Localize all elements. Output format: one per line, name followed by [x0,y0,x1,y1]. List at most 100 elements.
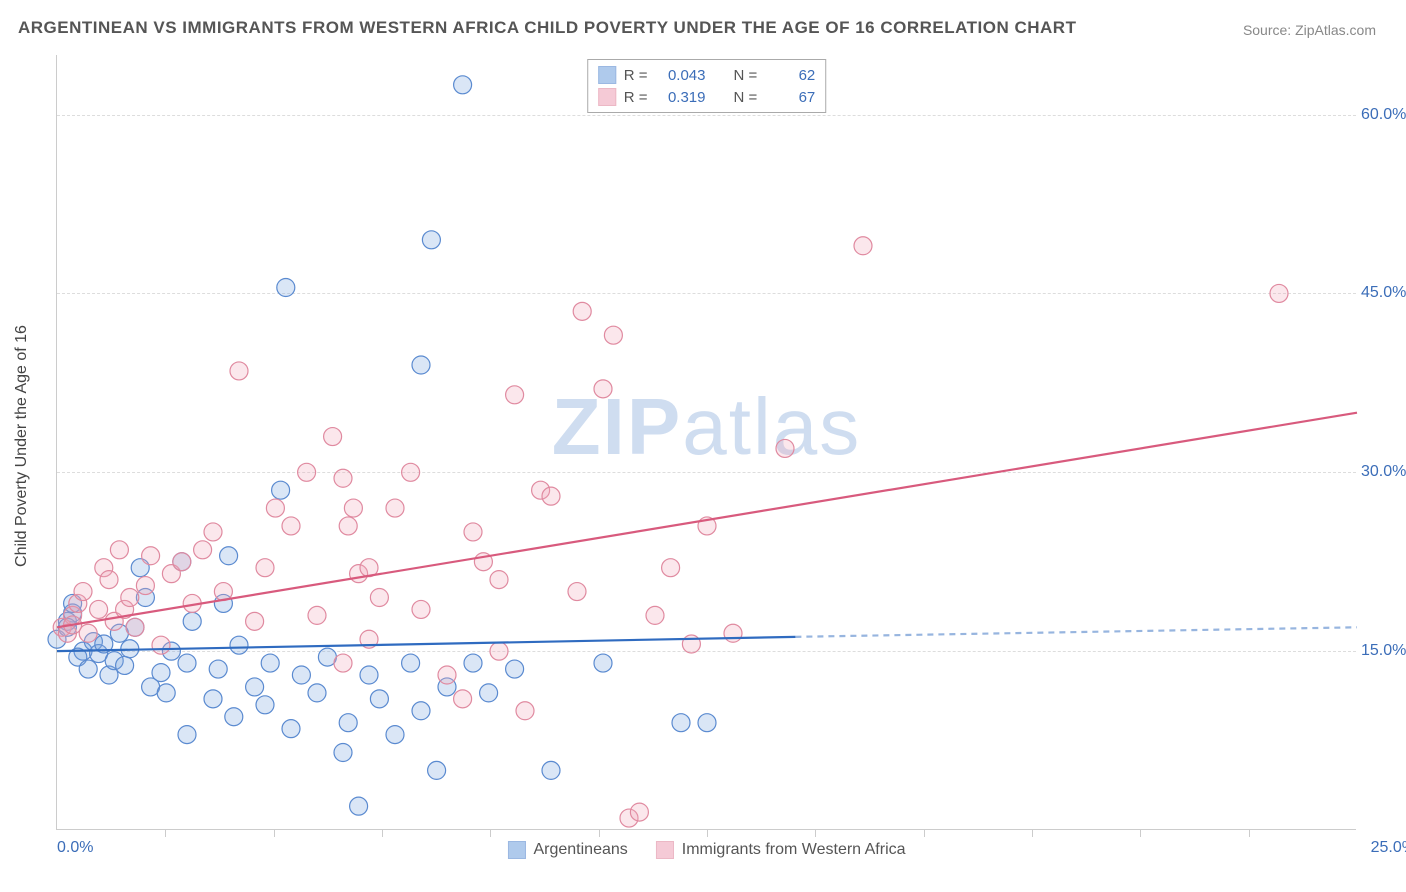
data-point [344,499,362,517]
data-point [178,726,196,744]
data-point [339,517,357,535]
data-point [79,660,97,678]
trend-line-extrapolated [795,627,1357,637]
data-point [573,302,591,320]
data-point [194,541,212,559]
legend-item-western-africa: Immigrants from Western Africa [656,841,906,859]
data-point [152,636,170,654]
data-point [178,654,196,672]
legend-row-argentineans: R = 0.043 N = 62 [598,64,816,86]
data-point [412,356,430,374]
data-point [454,690,472,708]
data-point [594,654,612,672]
source-label: Source: ZipAtlas.com [1243,22,1376,38]
data-point [604,326,622,344]
data-point [334,744,352,762]
data-point [230,362,248,380]
data-point [256,696,274,714]
data-point [454,76,472,94]
x-tick [382,829,383,837]
data-point [350,797,368,815]
data-point [136,577,154,595]
x-tick [924,829,925,837]
x-tick [165,829,166,837]
y-tick-label: 15.0% [1361,642,1406,660]
data-point [282,720,300,738]
correlation-chart: ARGENTINEAN VS IMMIGRANTS FROM WESTERN A… [0,0,1406,892]
data-point [116,656,134,674]
data-point [157,684,175,702]
data-point [230,636,248,654]
data-point [402,463,420,481]
data-point [480,684,498,702]
x-tick [707,829,708,837]
data-point [698,714,716,732]
data-point [126,618,144,636]
data-point [292,666,310,684]
swatch-argentineans-2 [507,841,525,859]
data-point [79,624,97,642]
data-point [542,761,560,779]
data-point [370,589,388,607]
data-point [110,541,128,559]
data-point [402,654,420,672]
data-point [506,660,524,678]
swatch-western-africa [598,88,616,106]
data-point [90,600,108,618]
data-point [464,654,482,672]
data-point [490,571,508,589]
x-tick-label: 0.0% [57,839,93,857]
data-point [516,702,534,720]
data-point [152,664,170,682]
legend-item-argentineans: Argentineans [507,841,627,859]
data-point [298,463,316,481]
data-point [412,600,430,618]
data-point [220,547,238,565]
data-point [121,589,139,607]
data-point [1270,284,1288,302]
data-point [246,678,264,696]
data-point [225,708,243,726]
data-point [360,666,378,684]
stats-legend: R = 0.043 N = 62 R = 0.319 N = 67 [587,59,827,113]
plot-area: ZIPatlas 15.0%30.0%45.0%60.0% 0.0%25.0% … [56,55,1356,830]
data-point [74,583,92,601]
data-point [386,726,404,744]
y-tick-label: 30.0% [1361,463,1406,481]
data-point [370,690,388,708]
y-tick-label: 45.0% [1361,284,1406,302]
data-point [464,523,482,541]
x-tick [490,829,491,837]
data-point [334,654,352,672]
data-point [277,279,295,297]
trend-line [57,413,1357,628]
data-point [438,666,456,684]
x-tick [274,829,275,837]
data-point [776,439,794,457]
x-tick [815,829,816,837]
data-point [594,380,612,398]
legend-label: Argentineans [533,841,627,859]
data-point [662,559,680,577]
data-point [506,386,524,404]
data-point [490,642,508,660]
x-tick-label: 25.0% [1371,839,1406,857]
data-point [334,469,352,487]
data-point [854,237,872,255]
data-point [412,702,430,720]
x-tick [1140,829,1141,837]
data-point [542,487,560,505]
data-point [266,499,284,517]
data-point [173,553,191,571]
chart-title: ARGENTINEAN VS IMMIGRANTS FROM WESTERN A… [18,18,1076,38]
data-point [422,231,440,249]
y-axis-label: Child Poverty Under the Age of 16 [13,325,31,567]
data-point [672,714,690,732]
data-point [324,428,342,446]
data-point [272,481,290,499]
x-tick [599,829,600,837]
data-point [568,583,586,601]
y-tick-label: 60.0% [1361,106,1406,124]
data-point [183,612,201,630]
data-point [308,606,326,624]
